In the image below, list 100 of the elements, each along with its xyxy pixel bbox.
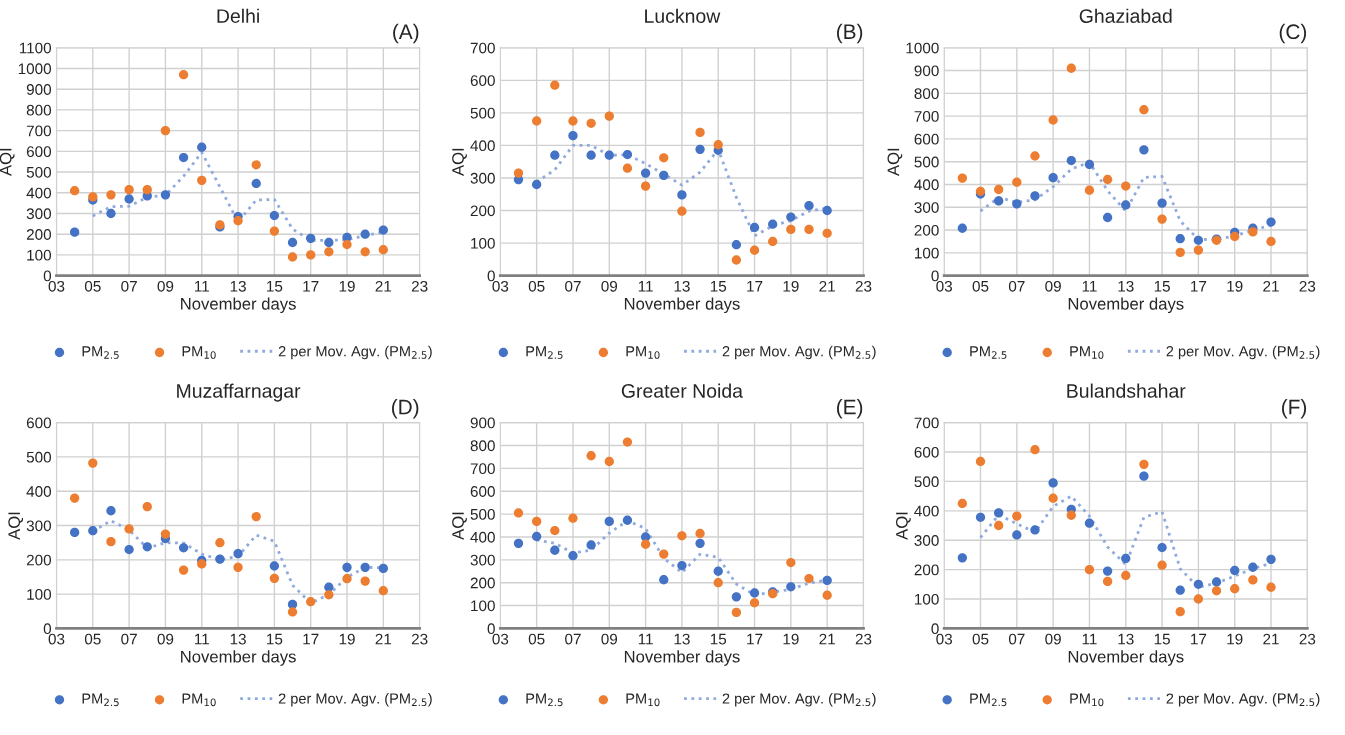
x-tick-label: 07 bbox=[1008, 280, 1025, 292]
x-tick-label: 05 bbox=[972, 633, 989, 645]
y-tick-label: 500 bbox=[26, 451, 52, 463]
point bbox=[768, 236, 778, 247]
point bbox=[622, 515, 633, 525]
point bbox=[1211, 577, 1222, 587]
point bbox=[677, 190, 687, 200]
x-tick-label: 09 bbox=[157, 633, 174, 645]
x-axis-title: November days bbox=[1068, 297, 1184, 314]
point bbox=[1048, 478, 1058, 488]
point bbox=[804, 224, 814, 235]
point bbox=[197, 559, 207, 569]
point bbox=[178, 565, 189, 575]
x-tick-label: 17 bbox=[1191, 633, 1207, 645]
y-tick-label: 500 bbox=[914, 156, 939, 168]
point bbox=[233, 216, 243, 226]
point bbox=[306, 250, 316, 260]
point bbox=[160, 529, 171, 539]
x-axis-title: November days bbox=[181, 650, 296, 666]
point bbox=[513, 508, 524, 518]
point bbox=[786, 557, 796, 568]
y-tick-label: 100 bbox=[471, 600, 495, 612]
x-tick-label: 15 bbox=[267, 633, 283, 645]
point bbox=[822, 590, 832, 600]
x-tick-label: 17 bbox=[303, 281, 319, 292]
point bbox=[215, 538, 225, 548]
y-tick-label: 700 bbox=[470, 463, 495, 475]
x-tick-label: 13 bbox=[1118, 280, 1134, 292]
x-tick-label: 17 bbox=[747, 633, 763, 645]
point bbox=[160, 190, 171, 200]
y-tick-label: 100 bbox=[27, 249, 52, 261]
point bbox=[233, 562, 243, 573]
x-tick-label: 13 bbox=[230, 280, 246, 292]
point bbox=[994, 196, 1004, 206]
legend-label: 2 per Mov. Agv. (PM$_{2.5}$) bbox=[1166, 693, 1320, 707]
point bbox=[568, 131, 578, 141]
point bbox=[1266, 217, 1276, 227]
x-tick-label: 15 bbox=[710, 281, 727, 292]
text: (D) bbox=[392, 399, 419, 419]
point bbox=[1121, 570, 1131, 581]
x-tick-label: 07 bbox=[565, 633, 581, 645]
x-tick-label: 07 bbox=[565, 280, 581, 292]
y-axis-title: AQI bbox=[452, 512, 467, 540]
point bbox=[822, 575, 832, 586]
x-tick-label: 15 bbox=[710, 633, 727, 645]
y-tick-label: 500 bbox=[26, 166, 52, 178]
point bbox=[215, 554, 225, 564]
point bbox=[1121, 553, 1131, 564]
y-tick-label: 200 bbox=[470, 205, 495, 217]
y-tick-label: 400 bbox=[470, 140, 495, 152]
point bbox=[1030, 445, 1040, 455]
text: (E) bbox=[837, 399, 863, 419]
x-tick-label: 03 bbox=[48, 633, 65, 645]
y-tick-label: 1100 bbox=[19, 42, 52, 54]
y-tick-label: 800 bbox=[470, 440, 495, 452]
y-tick-label: 300 bbox=[914, 202, 939, 213]
point bbox=[804, 200, 814, 211]
y-tick-label: 0 bbox=[43, 270, 52, 282]
point bbox=[324, 237, 334, 248]
legend-label: PM$_{10}$ bbox=[182, 346, 216, 359]
y-tick-label: 600 bbox=[26, 146, 52, 158]
x-tick-label: 23 bbox=[1299, 280, 1316, 292]
point bbox=[160, 125, 171, 136]
point bbox=[822, 228, 832, 238]
point bbox=[1030, 191, 1040, 201]
point bbox=[804, 573, 814, 584]
point bbox=[197, 142, 207, 152]
y-tick-label: 300 bbox=[26, 208, 52, 220]
point bbox=[1266, 582, 1276, 592]
x-tick-label: 05 bbox=[528, 633, 545, 645]
point bbox=[1139, 145, 1149, 155]
y-tick-label: 800 bbox=[914, 88, 939, 100]
point bbox=[378, 245, 388, 255]
point bbox=[88, 526, 98, 536]
x-tick-label: 11 bbox=[1082, 633, 1097, 645]
point bbox=[513, 168, 524, 178]
x-tick-label: 05 bbox=[528, 280, 545, 292]
point bbox=[1012, 530, 1022, 540]
point bbox=[640, 539, 651, 549]
y-axis-title: AQI bbox=[895, 512, 911, 540]
point bbox=[604, 516, 614, 527]
point bbox=[659, 170, 669, 181]
point bbox=[88, 458, 98, 468]
point bbox=[731, 255, 742, 265]
point bbox=[378, 563, 388, 574]
legend-label: 2 per Mov. Agv. (PM$_{2.5}$) bbox=[722, 693, 876, 707]
x-axis-title: November days bbox=[181, 297, 296, 314]
x-tick-label: 13 bbox=[674, 633, 690, 645]
point bbox=[1121, 181, 1131, 191]
legend-label: PM$_{10}$ bbox=[182, 693, 216, 707]
point bbox=[713, 578, 723, 588]
y-tick-label: 700 bbox=[914, 111, 939, 122]
point bbox=[360, 247, 370, 257]
point bbox=[1102, 576, 1113, 587]
point bbox=[269, 573, 280, 584]
point bbox=[957, 223, 968, 233]
y-tick-label: 0 bbox=[487, 623, 495, 635]
point bbox=[106, 536, 116, 547]
text: (A) bbox=[393, 23, 419, 44]
x-tick-label: 15 bbox=[1154, 633, 1170, 645]
